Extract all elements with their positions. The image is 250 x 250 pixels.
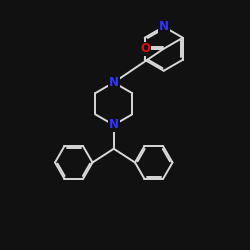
Text: N: N: [109, 118, 119, 132]
Text: N: N: [159, 20, 169, 33]
Text: N: N: [109, 76, 119, 89]
Text: O: O: [140, 42, 150, 56]
